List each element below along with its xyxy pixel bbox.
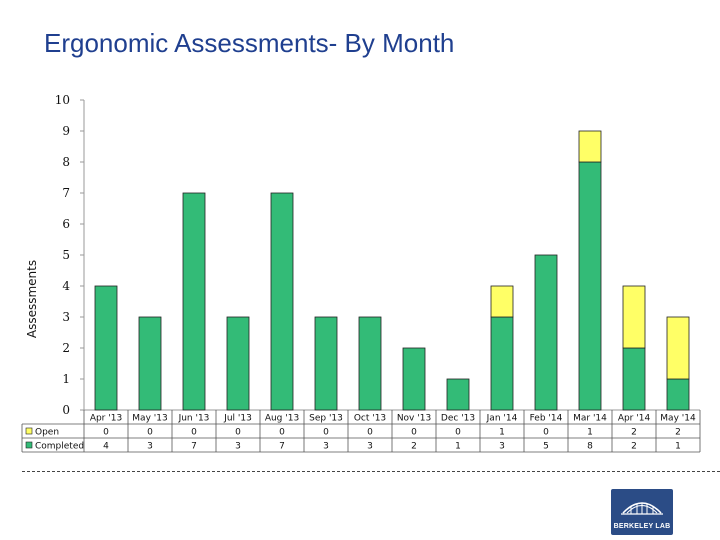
data-label-open: 0 (411, 428, 417, 438)
bar-open (490, 285, 514, 318)
data-label-open: 2 (675, 428, 681, 438)
data-label-open: 0 (147, 428, 153, 438)
bar-completed (314, 316, 338, 411)
legend-label-open: Open (35, 428, 59, 438)
x-tick-label: Jun '13 (178, 414, 210, 424)
data-label-completed: 1 (455, 442, 461, 452)
berkeley-lab-logo: BERKELEY LAB (611, 489, 673, 535)
bar-completed (226, 316, 250, 411)
data-label-open: 2 (631, 428, 637, 438)
y-tick-label: 5 (62, 248, 70, 262)
x-tick-label: Nov '13 (397, 414, 431, 424)
data-label-completed: 3 (323, 442, 329, 452)
x-tick-label: Feb '14 (530, 414, 563, 424)
y-tick-label: 7 (62, 186, 70, 200)
data-label-open: 0 (191, 428, 197, 438)
data-label-completed: 3 (235, 442, 241, 452)
data-label-completed: 2 (411, 442, 417, 452)
x-tick-label: May '14 (660, 414, 696, 424)
y-tick-label: 0 (62, 403, 70, 417)
data-label-completed: 2 (631, 442, 637, 452)
y-tick-label: 2 (62, 341, 70, 355)
bar-completed (446, 378, 470, 411)
x-tick-label: Sep '13 (309, 414, 343, 424)
data-label-completed: 7 (279, 442, 285, 452)
bar-completed (402, 347, 426, 411)
chart-title: Ergonomic Assessments- By Month (44, 28, 455, 58)
data-label-completed: 8 (587, 442, 593, 452)
bar-completed (534, 254, 558, 411)
y-tick-label: 9 (62, 124, 70, 138)
bar-open (666, 316, 690, 380)
logo-text: BERKELEY LAB (613, 523, 671, 530)
bar-completed (578, 161, 602, 411)
y-tick-label: 10 (55, 93, 70, 107)
data-label-open: 0 (235, 428, 241, 438)
y-tick-label: 8 (62, 155, 70, 169)
x-tick-label: Jan '14 (486, 414, 518, 424)
bar-open (622, 285, 646, 349)
bar-completed (270, 192, 294, 411)
legend-label-completed: Completed (35, 442, 84, 452)
y-tick-label: 6 (62, 217, 70, 231)
data-label-completed: 7 (191, 442, 197, 452)
x-tick-label: Dec '13 (441, 414, 475, 424)
data-label-completed: 1 (675, 442, 681, 452)
data-label-open: 0 (323, 428, 329, 438)
bar-completed (138, 316, 162, 411)
x-tick-label: May '13 (132, 414, 167, 424)
data-label-open: 0 (543, 428, 549, 438)
bar-completed (358, 316, 382, 411)
bar-completed (182, 192, 206, 411)
x-tick-label: Jul '13 (223, 414, 252, 424)
data-label-completed: 3 (499, 442, 505, 452)
data-label-completed: 4 (103, 442, 109, 452)
data-label-completed: 3 (367, 442, 373, 452)
bar-completed (622, 347, 646, 411)
x-tick-label: Apr '13 (90, 414, 122, 424)
divider-line (22, 471, 720, 472)
data-label-open: 0 (455, 428, 461, 438)
y-tick-label: 3 (62, 310, 70, 324)
data-label-open: 1 (587, 428, 593, 438)
data-label-open: 0 (103, 428, 109, 438)
y-tick-label: 4 (62, 279, 70, 293)
legend-key-open (25, 427, 33, 435)
data-label-completed: 3 (147, 442, 153, 452)
chart: 012345678910AssessmentsOpenCompletedApr … (21, 93, 701, 453)
data-label-completed: 5 (543, 442, 549, 452)
legend-key-completed (25, 441, 33, 449)
y-tick-label: 1 (62, 372, 70, 386)
data-label-open: 1 (499, 428, 505, 438)
x-tick-label: Mar '14 (573, 414, 607, 424)
data-label-open: 0 (367, 428, 373, 438)
bar-completed (94, 285, 118, 411)
x-tick-label: Apr '14 (618, 414, 651, 424)
bar-completed (490, 316, 514, 411)
bar-completed (666, 378, 690, 411)
y-axis-label: Assessments (25, 260, 39, 338)
bar-open (578, 130, 602, 163)
x-tick-label: Oct '13 (354, 414, 386, 424)
x-tick-label: Aug '13 (265, 414, 299, 424)
lab-building-icon (621, 502, 663, 515)
data-label-open: 0 (279, 428, 285, 438)
